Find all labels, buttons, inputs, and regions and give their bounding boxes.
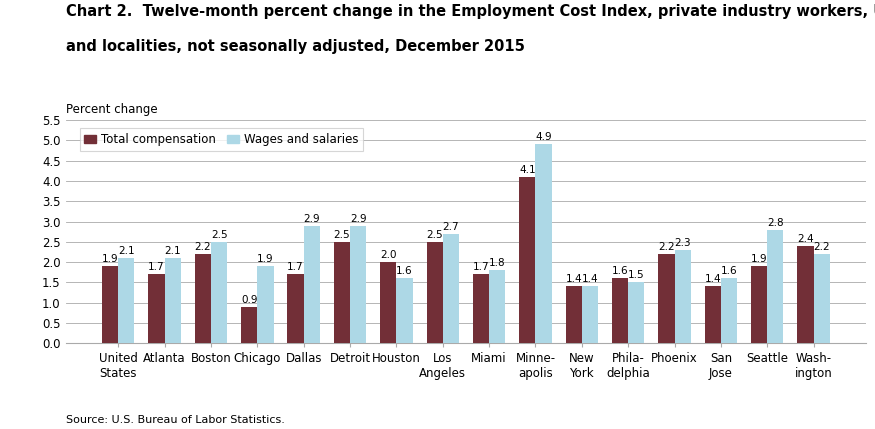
Text: Chart 2.  Twelve-month percent change in the Employment Cost Index, private indu: Chart 2. Twelve-month percent change in … [66,4,875,19]
Bar [195,254,211,343]
Bar [751,266,767,343]
Text: 2.2: 2.2 [658,242,675,252]
Bar [658,254,675,343]
Text: 1.9: 1.9 [102,254,118,264]
Bar [519,177,536,343]
Bar [814,254,829,343]
Text: 2.0: 2.0 [380,250,396,260]
Text: 2.2: 2.2 [194,242,211,252]
Text: Source: U.S. Bureau of Labor Statistics.: Source: U.S. Bureau of Labor Statistics. [66,415,284,425]
Text: 2.1: 2.1 [118,246,135,256]
Bar [426,242,443,343]
Text: 2.5: 2.5 [426,230,443,240]
Bar [489,270,506,343]
Bar [149,274,164,343]
Text: 2.7: 2.7 [443,222,459,232]
Bar [102,266,118,343]
Text: Percent change: Percent change [66,103,158,116]
Text: 2.5: 2.5 [333,230,350,240]
Text: and localities, not seasonally adjusted, December 2015: and localities, not seasonally adjusted,… [66,39,524,54]
Bar [628,282,644,343]
Text: 1.7: 1.7 [473,262,489,272]
Bar [118,258,135,343]
Text: 1.8: 1.8 [489,258,506,268]
Text: 2.8: 2.8 [767,218,784,228]
Text: 1.9: 1.9 [257,254,274,264]
Bar [473,274,489,343]
Text: 1.6: 1.6 [721,266,738,276]
Text: 2.3: 2.3 [675,238,691,248]
Text: 1.5: 1.5 [628,270,645,280]
Text: 1.6: 1.6 [612,266,628,276]
Text: 2.5: 2.5 [211,230,228,240]
Bar [304,226,320,343]
Bar [380,262,396,343]
Text: 2.9: 2.9 [304,214,320,224]
Text: 1.4: 1.4 [565,275,582,284]
Text: 1.4: 1.4 [704,275,721,284]
Bar [211,242,228,343]
Bar [565,287,582,343]
Text: 0.9: 0.9 [241,295,257,305]
Bar [612,278,628,343]
Text: 1.9: 1.9 [751,254,767,264]
Bar [797,246,814,343]
Bar [257,266,274,343]
Text: 1.7: 1.7 [287,262,304,272]
Text: 4.1: 4.1 [519,165,536,175]
Bar [675,250,690,343]
Bar [536,145,552,343]
Text: 1.4: 1.4 [582,275,598,284]
Bar [721,278,737,343]
Bar [443,234,459,343]
Text: 2.9: 2.9 [350,214,367,224]
Bar [704,287,721,343]
Text: 2.4: 2.4 [797,234,814,244]
Text: 2.2: 2.2 [814,242,830,252]
Bar [350,226,367,343]
Text: 4.9: 4.9 [536,133,552,142]
Bar [288,274,304,343]
Text: 2.1: 2.1 [164,246,181,256]
Bar [582,287,598,343]
Bar [396,278,413,343]
Text: 1.6: 1.6 [396,266,413,276]
Bar [334,242,350,343]
Bar [164,258,181,343]
Text: 1.7: 1.7 [148,262,164,272]
Bar [242,307,257,343]
Legend: Total compensation, Wages and salaries: Total compensation, Wages and salaries [80,128,363,151]
Bar [767,230,783,343]
